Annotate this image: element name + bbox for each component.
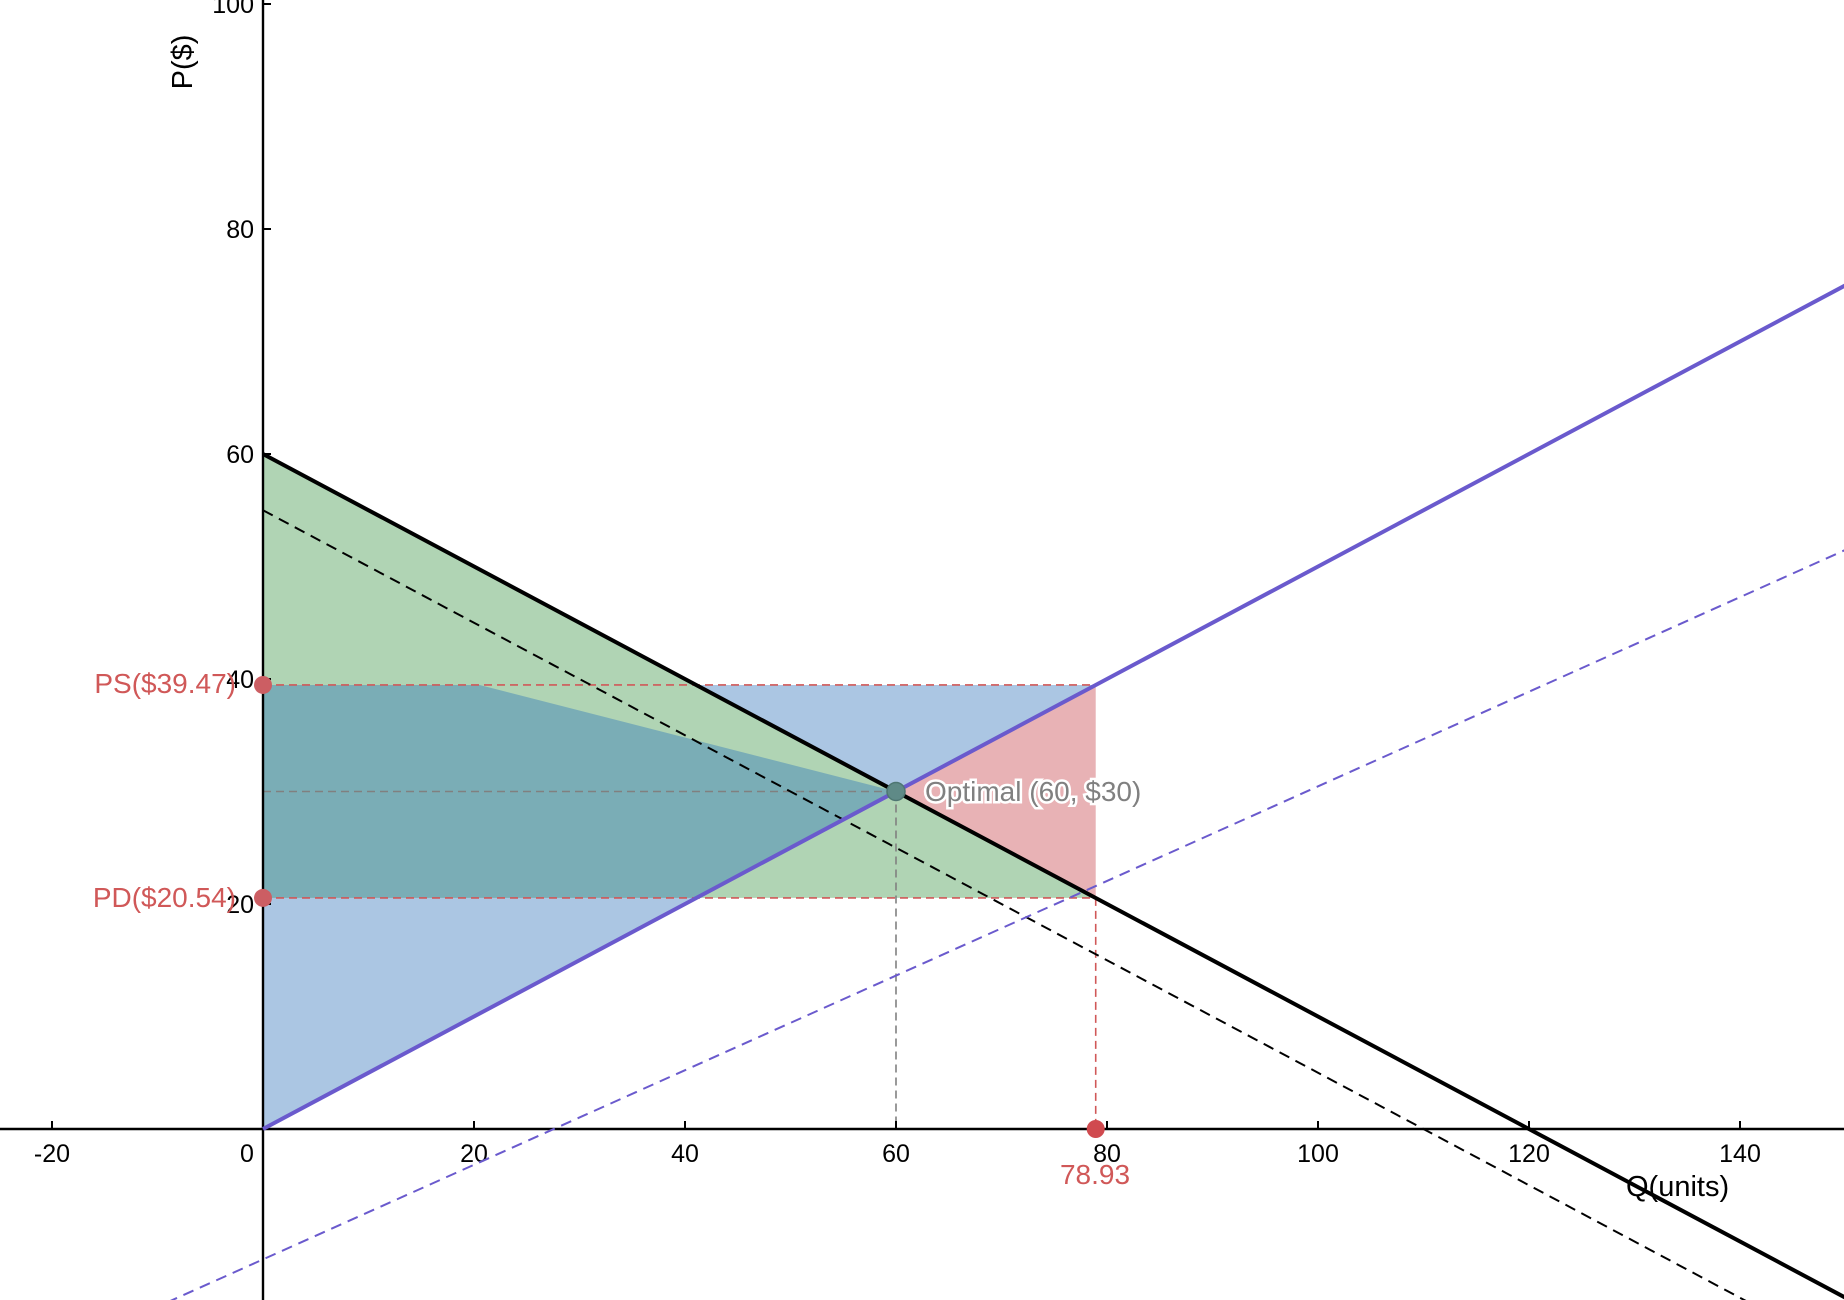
deadweight-loss-region [896,684,1096,898]
y-tick-label: 80 [226,216,254,244]
supply-shifted-line [169,549,1844,1300]
x-tick-label: 140 [1719,1140,1761,1168]
supply-line [262,283,1844,1131]
optimal-point [886,781,906,802]
points [254,675,1105,1138]
x-tick-label: 120 [1508,1140,1550,1168]
x-tick-label: 80 [1093,1140,1121,1168]
pd-point [254,888,272,907]
optimal-label: Optimal (60, $30) [925,776,1141,807]
quantity-point [1086,1120,1105,1138]
x-tick-label: 20 [460,1140,488,1168]
x-axis-label: Q(units) [1626,1171,1729,1203]
ps-point [254,675,272,694]
y-axis-label: P($) [167,35,199,90]
demand-line [262,452,1844,1300]
y-tick-label: 100 [212,0,254,19]
x-tick-label: 0 [240,1140,254,1168]
ps-label: PS($39.47) [94,668,236,699]
x-tick-label: 100 [1297,1140,1339,1168]
y-tick-label: 40 [226,666,254,694]
q-point-label: 78.93 [1060,1159,1130,1190]
y-tick-label: 20 [226,891,254,919]
curves [169,283,1844,1300]
y-tick-label: 60 [226,441,254,469]
x-tick-label: 40 [671,1140,699,1168]
demand-shifted-line [262,509,1747,1300]
x-tick-label: 60 [882,1140,910,1168]
pd-label: PD($20.54) [93,882,236,913]
x-tick-label: -20 [34,1140,70,1168]
